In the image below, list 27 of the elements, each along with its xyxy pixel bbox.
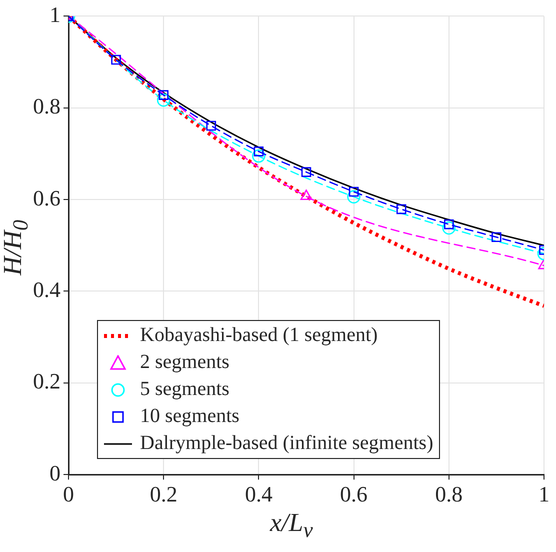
legend-label: 2 segments: [140, 351, 230, 374]
y-tick-label: 0.2: [33, 368, 60, 394]
point: [347, 190, 360, 204]
y-tick-label: 0.8: [33, 94, 60, 119]
legend-label: Dalrymple-based (infinite segments): [140, 432, 434, 455]
y-tick-label: 0: [50, 460, 60, 486]
x-tick-label: 0.6: [340, 482, 368, 507]
point: [492, 232, 502, 242]
point: [301, 167, 312, 177]
legend-label: 5 segments: [140, 378, 230, 401]
point: [206, 120, 216, 131]
point: [396, 204, 406, 214]
x-tick-label: 1: [538, 482, 550, 507]
y-tick-label: 0.4: [33, 277, 60, 302]
legend-label: Kobayashi-based (1 segment): [140, 324, 378, 347]
point: [111, 54, 121, 65]
point: [252, 149, 266, 163]
point: [442, 221, 456, 235]
x-tick-label: 0.4: [244, 482, 272, 507]
point: [156, 93, 170, 107]
x-axis-title: x/L$_{v}$: [270, 508, 313, 544]
legend-label: 10 segments: [140, 405, 240, 428]
x-tick-label: 0.2: [150, 482, 178, 507]
point: [348, 186, 359, 197]
y-tick-label: 1: [50, 2, 60, 27]
x-tick-label: 0.8: [435, 482, 463, 507]
y-tick-label: 0.6: [33, 185, 60, 210]
